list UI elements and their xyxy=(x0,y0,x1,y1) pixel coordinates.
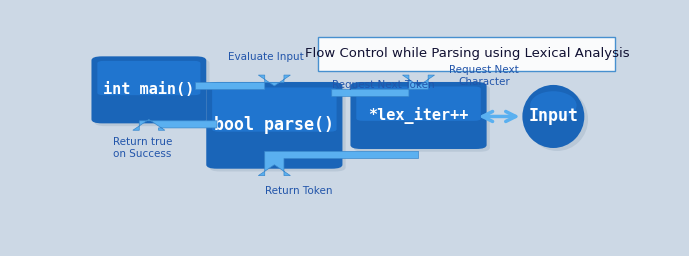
Text: Evaluate Input: Evaluate Input xyxy=(227,52,303,62)
Text: bool parse(): bool parse() xyxy=(214,116,334,134)
Text: Request Next
Character: Request Next Character xyxy=(449,65,519,87)
Text: Request Next Token: Request Next Token xyxy=(332,80,434,90)
Polygon shape xyxy=(133,119,217,130)
FancyBboxPatch shape xyxy=(212,88,336,132)
Text: Return Token: Return Token xyxy=(265,186,333,196)
FancyBboxPatch shape xyxy=(97,61,200,95)
FancyBboxPatch shape xyxy=(92,56,206,123)
Text: Input: Input xyxy=(528,108,578,125)
FancyBboxPatch shape xyxy=(206,82,342,169)
Ellipse shape xyxy=(530,91,577,120)
Ellipse shape xyxy=(522,85,584,148)
Ellipse shape xyxy=(526,88,588,151)
Text: Return true
on Success: Return true on Success xyxy=(112,137,172,159)
Polygon shape xyxy=(196,75,290,89)
FancyBboxPatch shape xyxy=(209,85,346,172)
Text: Flow Control while Parsing using Lexical Analysis: Flow Control while Parsing using Lexical… xyxy=(305,47,629,60)
FancyBboxPatch shape xyxy=(353,85,490,152)
FancyBboxPatch shape xyxy=(356,87,481,121)
Text: int main(): int main() xyxy=(103,82,194,97)
Text: *lex_iter++: *lex_iter++ xyxy=(369,107,469,124)
FancyBboxPatch shape xyxy=(351,82,486,149)
Polygon shape xyxy=(258,151,418,176)
FancyBboxPatch shape xyxy=(94,59,209,126)
Polygon shape xyxy=(332,75,435,96)
FancyBboxPatch shape xyxy=(318,37,615,71)
